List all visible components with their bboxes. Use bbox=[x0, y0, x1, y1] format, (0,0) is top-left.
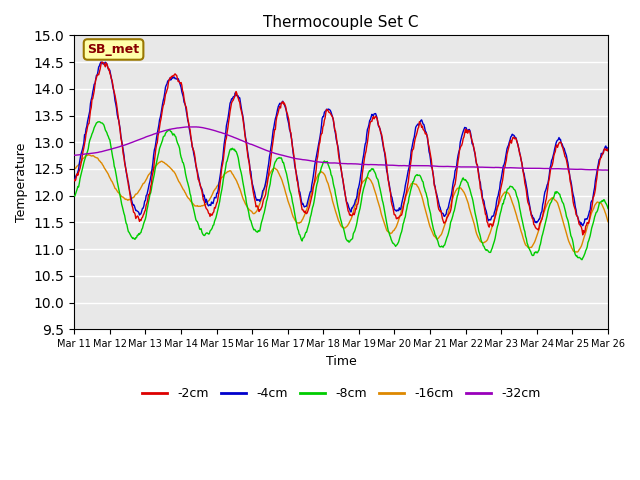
-4cm bbox=[218, 160, 226, 166]
-2cm bbox=[218, 164, 226, 170]
-16cm bbox=[604, 219, 612, 225]
-32cm bbox=[604, 167, 612, 173]
Legend: -2cm, -4cm, -8cm, -16cm, -32cm: -2cm, -4cm, -8cm, -16cm, -32cm bbox=[137, 383, 545, 406]
Line: -4cm: -4cm bbox=[74, 62, 608, 226]
-2cm bbox=[604, 148, 612, 154]
-32cm bbox=[422, 163, 430, 168]
-32cm bbox=[604, 167, 611, 173]
-16cm bbox=[190, 202, 198, 207]
-2cm bbox=[190, 147, 198, 153]
X-axis label: Time: Time bbox=[326, 355, 356, 368]
-32cm bbox=[218, 130, 226, 136]
-16cm bbox=[80, 155, 88, 161]
-32cm bbox=[190, 124, 198, 130]
-4cm bbox=[80, 140, 88, 146]
-4cm bbox=[422, 129, 430, 135]
-8cm bbox=[218, 186, 226, 192]
-2cm bbox=[136, 218, 143, 224]
-4cm bbox=[70, 177, 78, 182]
-8cm bbox=[578, 257, 586, 263]
Line: -2cm: -2cm bbox=[74, 62, 608, 235]
Line: -8cm: -8cm bbox=[74, 122, 608, 260]
-8cm bbox=[70, 193, 78, 199]
-16cm bbox=[70, 166, 78, 172]
-4cm bbox=[190, 151, 198, 156]
-8cm bbox=[190, 207, 198, 213]
-4cm bbox=[604, 145, 612, 151]
-16cm bbox=[573, 249, 580, 255]
-4cm bbox=[136, 212, 143, 218]
-2cm bbox=[422, 131, 430, 136]
-8cm bbox=[136, 232, 143, 238]
-16cm bbox=[84, 152, 92, 157]
-16cm bbox=[406, 182, 414, 188]
-32cm bbox=[135, 137, 143, 143]
-4cm bbox=[97, 59, 105, 65]
-2cm bbox=[70, 177, 78, 182]
Text: SB_met: SB_met bbox=[88, 43, 140, 56]
-32cm bbox=[70, 152, 78, 158]
-2cm bbox=[406, 161, 414, 167]
-32cm bbox=[80, 151, 88, 157]
-2cm bbox=[80, 145, 88, 151]
Y-axis label: Temperature: Temperature bbox=[15, 143, 28, 222]
-16cm bbox=[422, 209, 430, 215]
-8cm bbox=[95, 119, 103, 125]
-4cm bbox=[406, 155, 414, 160]
-8cm bbox=[422, 191, 430, 196]
-2cm bbox=[579, 232, 587, 238]
-32cm bbox=[189, 124, 196, 130]
-8cm bbox=[604, 205, 612, 211]
-16cm bbox=[218, 174, 226, 180]
Title: Thermocouple Set C: Thermocouple Set C bbox=[263, 15, 419, 30]
-2cm bbox=[98, 59, 106, 65]
-8cm bbox=[80, 160, 88, 166]
Line: -16cm: -16cm bbox=[74, 155, 608, 252]
Line: -32cm: -32cm bbox=[74, 127, 608, 170]
-8cm bbox=[406, 188, 414, 194]
-32cm bbox=[406, 163, 414, 168]
-4cm bbox=[579, 223, 587, 228]
-16cm bbox=[136, 187, 143, 193]
